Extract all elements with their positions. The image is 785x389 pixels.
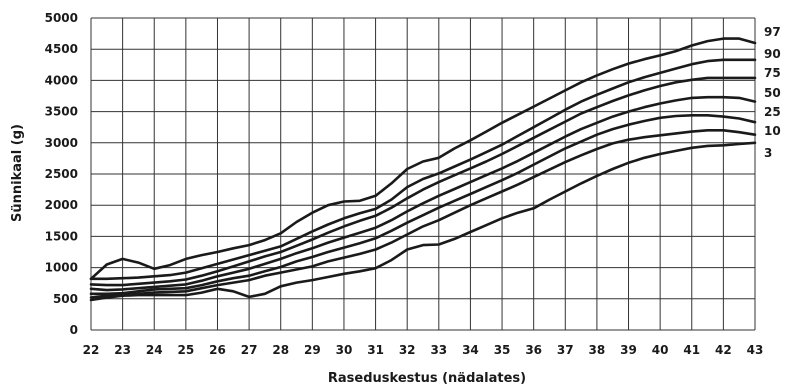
x-tick-label: 38 xyxy=(589,343,606,357)
series-label-p25: 25 xyxy=(764,105,781,119)
x-tick-label: 27 xyxy=(241,343,258,357)
y-tick-label: 4500 xyxy=(45,42,78,56)
x-tick-label: 41 xyxy=(683,343,700,357)
y-axis-title: Sünnikaal (g) xyxy=(10,124,25,222)
y-tick-label: 1500 xyxy=(45,229,78,243)
x-tick-label: 31 xyxy=(367,343,384,357)
y-tick-label: 5000 xyxy=(45,11,78,25)
x-tick-label: 32 xyxy=(399,343,416,357)
x-tick-label: 30 xyxy=(336,343,353,357)
x-tick-label: 37 xyxy=(557,343,574,357)
x-tick-label: 33 xyxy=(430,343,447,357)
y-tick-label: 500 xyxy=(53,292,78,306)
series-line-p75 xyxy=(89,76,757,287)
series-label-p10: 10 xyxy=(764,124,781,138)
x-axis-title: Raseduskestus (nädalates) xyxy=(328,371,526,386)
series-label-p97: 97 xyxy=(764,25,781,39)
series-labels: 97 90 75 50 25 10 3 xyxy=(764,25,781,160)
series-lines xyxy=(89,37,757,302)
series-line-p90 xyxy=(89,58,757,281)
x-tick-label: 35 xyxy=(494,343,511,357)
y-tick-label: 3500 xyxy=(45,105,78,119)
x-tick-label: 25 xyxy=(178,343,195,357)
y-tick-label: 3000 xyxy=(45,136,78,150)
x-tick-label: 24 xyxy=(146,343,163,357)
y-tick-label: 0 xyxy=(70,323,78,337)
x-tick-label: 26 xyxy=(209,343,226,357)
series-line-p97 xyxy=(89,37,757,281)
x-tick-label: 42 xyxy=(715,343,732,357)
series-line-p50 xyxy=(89,95,757,292)
x-tick-label: 36 xyxy=(525,343,542,357)
y-tick-label: 2500 xyxy=(45,167,78,181)
series-line-p25 xyxy=(89,114,757,296)
x-tick-label: 40 xyxy=(652,343,669,357)
x-tick-label: 39 xyxy=(620,343,637,357)
series-line-p3 xyxy=(89,141,757,302)
x-tick-label: 34 xyxy=(462,343,479,357)
x-tick-label: 43 xyxy=(747,343,764,357)
grid xyxy=(90,17,756,331)
y-tick-labels: 0 500 1000 1500 2000 2500 3000 3500 4000 4500 5000 xyxy=(45,11,78,337)
series-label-p50: 50 xyxy=(764,86,781,100)
y-tick-label: 1000 xyxy=(45,261,78,275)
y-tick-label: 4000 xyxy=(45,73,78,87)
series-label-p3: 3 xyxy=(764,146,772,160)
x-tick-label: 28 xyxy=(272,343,289,357)
series-label-p75: 75 xyxy=(764,66,781,80)
x-tick-label: 23 xyxy=(114,343,131,357)
y-tick-label: 2000 xyxy=(45,198,78,212)
series-label-p90: 90 xyxy=(764,47,781,61)
x-tick-label: 29 xyxy=(304,343,321,357)
x-tick-labels: 22 23 24 25 26 27 28 29 30 31 32 33 34 35 36 37 38 39 40 41… xyxy=(83,343,764,357)
x-tick-label: 22 xyxy=(83,343,100,357)
series-line-p10 xyxy=(89,129,757,299)
